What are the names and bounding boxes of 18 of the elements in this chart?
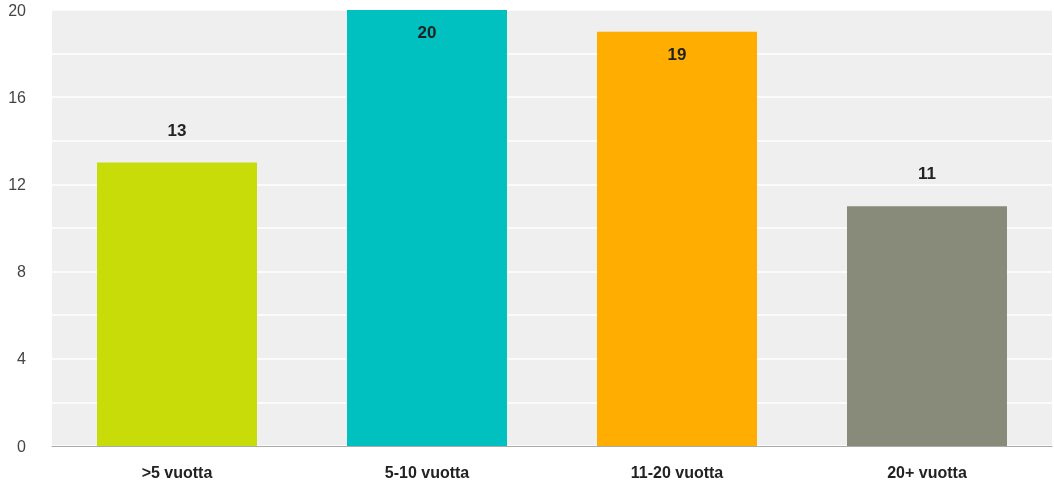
bar bbox=[597, 31, 757, 446]
x-tick-label: 11-20 vuotta bbox=[630, 463, 724, 481]
y-tick-label: 4 bbox=[17, 350, 27, 368]
data-label: 20 bbox=[417, 23, 437, 42]
bar bbox=[347, 10, 507, 446]
y-tick-label: 16 bbox=[8, 88, 27, 106]
data-label: 13 bbox=[167, 120, 187, 140]
y-tick-label: 12 bbox=[8, 175, 27, 193]
data-label: 19 bbox=[667, 44, 687, 64]
y-tick-label: 8 bbox=[17, 263, 27, 281]
x-tick-label: >5 vuotta bbox=[141, 463, 213, 481]
data-label: 11 bbox=[918, 164, 936, 184]
x-tick-label: 5-10 vuotta bbox=[384, 463, 470, 481]
bar bbox=[847, 206, 1007, 446]
bar bbox=[97, 162, 257, 446]
y-tick-label: 20 bbox=[8, 1, 27, 19]
y-tick-label: 0 bbox=[17, 437, 27, 455]
x-tick-label: 20+ vuotta bbox=[887, 463, 967, 481]
